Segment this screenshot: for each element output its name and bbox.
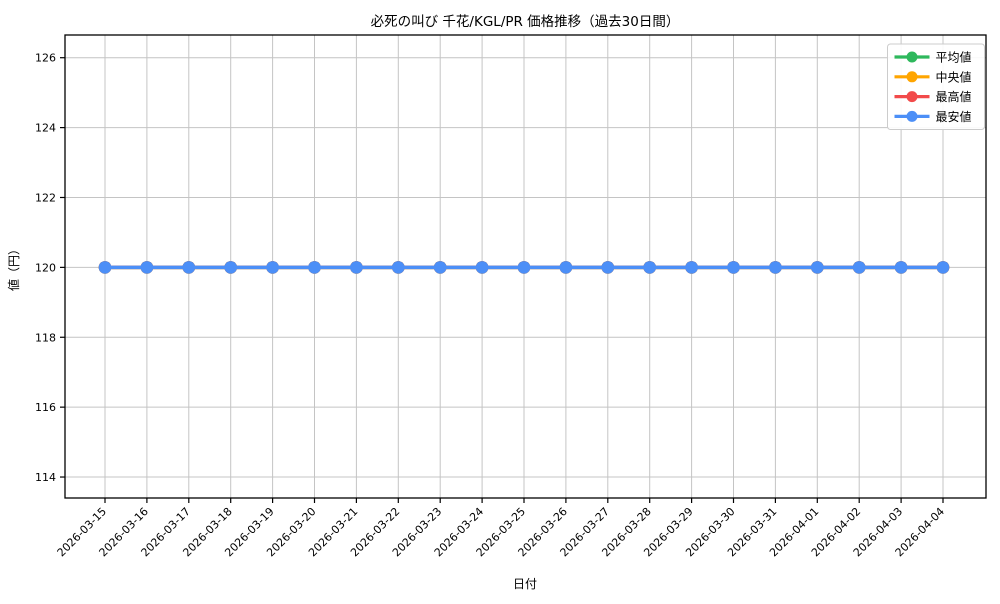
data-point-marker xyxy=(811,261,824,274)
data-point-marker xyxy=(559,261,573,274)
legend-marker-icon xyxy=(906,91,918,103)
chart-title: 必死の叫び 千花/KGL/PR 価格推移（過去30日間） xyxy=(371,14,680,30)
data-point-marker xyxy=(727,261,740,274)
data-point-marker xyxy=(224,261,237,274)
data-point-marker xyxy=(852,261,866,274)
data-point-marker xyxy=(308,261,321,274)
legend-box xyxy=(887,43,985,130)
legend-label: 最安値 xyxy=(936,109,972,124)
legend-item: 中央値 xyxy=(894,69,972,84)
legend-label: 中央値 xyxy=(936,69,972,84)
data-point-marker xyxy=(140,261,154,274)
data-point-marker xyxy=(936,261,950,274)
y-tick-label: 116 xyxy=(35,401,56,414)
data-point-marker xyxy=(350,261,363,274)
data-point-marker xyxy=(517,261,531,274)
data-point-marker xyxy=(433,261,447,274)
y-tick-label: 122 xyxy=(35,191,56,204)
data-point-marker xyxy=(266,261,279,274)
data-point-marker xyxy=(894,261,908,274)
series-lines xyxy=(98,261,950,274)
legend-label: 平均値 xyxy=(936,50,972,65)
data-point-marker xyxy=(98,261,112,274)
y-tick-label: 126 xyxy=(35,52,56,65)
legend-marker-icon xyxy=(906,51,918,63)
legend-label: 最高値 xyxy=(936,89,972,104)
data-point-marker xyxy=(182,261,196,274)
data-point-marker xyxy=(392,261,405,274)
x-axis-label: 日付 xyxy=(513,577,537,591)
data-point-marker xyxy=(685,261,698,274)
y-tick-label: 118 xyxy=(35,331,56,344)
y-tick-label: 124 xyxy=(35,122,56,135)
legend-item: 最安値 xyxy=(894,109,972,124)
data-point-marker xyxy=(475,261,489,274)
y-tick-label: 114 xyxy=(35,471,56,484)
data-point-marker xyxy=(601,261,615,274)
data-point-marker xyxy=(769,261,782,274)
legend-item: 平均値 xyxy=(894,50,972,65)
plot-frame xyxy=(64,34,987,499)
y-tick-label: 120 xyxy=(35,261,56,274)
data-point-marker xyxy=(643,261,656,274)
legend-marker-icon xyxy=(906,110,918,122)
legend-item: 最高値 xyxy=(894,89,972,104)
y-axis-label: 値（円） xyxy=(6,243,21,291)
legend-marker-icon xyxy=(906,71,918,83)
plot-border xyxy=(64,34,987,499)
